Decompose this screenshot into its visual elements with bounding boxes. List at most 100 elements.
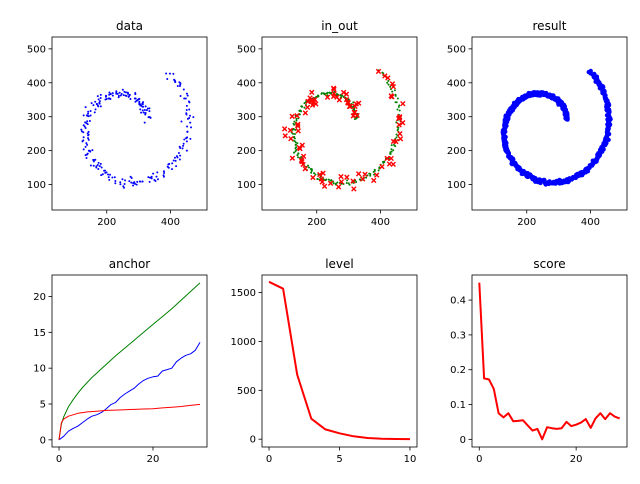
y-tick-label: 1000 <box>231 337 256 348</box>
scatter-point <box>379 163 385 170</box>
axes-frame <box>51 274 208 448</box>
scatter-point <box>107 176 110 179</box>
scatter-point <box>86 143 89 146</box>
scatter-point <box>327 180 334 187</box>
scatter-point <box>369 174 372 177</box>
scatter-point <box>177 151 180 154</box>
scatter-point <box>82 131 85 134</box>
scatter-point <box>100 166 103 169</box>
scatter-point <box>155 175 158 178</box>
scatter-point <box>188 108 191 111</box>
scatter-point <box>319 179 325 185</box>
scatter-point <box>89 114 92 117</box>
scatter-point <box>344 174 350 180</box>
scatter-point <box>352 101 355 104</box>
axes-frame <box>261 36 418 211</box>
x-tick-label: 400 <box>161 217 180 228</box>
scatter-point <box>351 186 357 192</box>
scatter-point <box>87 138 90 141</box>
chart-title: in_out <box>321 19 358 33</box>
scatter-point <box>390 148 393 151</box>
scatter-point <box>96 104 99 107</box>
scatter-point <box>341 94 344 97</box>
scatter-point <box>124 91 127 94</box>
y-tick-label: 500 <box>237 386 256 397</box>
scatter-point <box>189 114 192 117</box>
scatter-point <box>310 169 313 172</box>
scatter-point <box>189 121 192 124</box>
scatter-point <box>82 136 85 139</box>
scatter-point <box>289 155 296 161</box>
scatter-point <box>387 83 390 86</box>
y-tick-label: 500 <box>447 44 466 55</box>
y-tick-label: 200 <box>447 146 466 157</box>
scatter-point <box>148 180 151 183</box>
scatter-point <box>303 102 306 105</box>
scatter-point <box>162 170 165 173</box>
scatter-point <box>99 93 102 96</box>
scatter-point <box>295 143 298 146</box>
scatter-point <box>393 138 399 145</box>
scatter-point <box>162 174 165 177</box>
scatter-point <box>183 97 186 100</box>
scatter-point <box>124 179 127 182</box>
scatter-point <box>172 72 175 75</box>
scatter-point <box>108 178 111 181</box>
scatter-point <box>185 92 188 95</box>
scatter-point <box>136 180 139 183</box>
scatter-point <box>115 90 118 93</box>
scatter-point <box>83 125 86 128</box>
scatter-point <box>186 117 189 120</box>
scatter-point <box>327 178 330 181</box>
scatter-point <box>174 159 177 162</box>
scatter-point <box>309 102 316 108</box>
x-tick-label: 5 <box>336 454 342 465</box>
scatter-point <box>148 110 151 113</box>
scatter-point <box>362 171 368 178</box>
scatter-point <box>129 175 132 178</box>
scatter-point <box>122 186 125 189</box>
plot-area <box>268 280 411 441</box>
scatter-point <box>82 114 85 117</box>
scatter-point <box>355 180 358 183</box>
scatter-point <box>185 104 188 107</box>
scatter-point <box>119 181 122 184</box>
scatter-point <box>100 174 103 177</box>
scatter-point <box>98 100 101 103</box>
scatter-point <box>87 130 90 133</box>
y-tick-label: 1500 <box>231 288 256 299</box>
series-line-0 <box>58 282 201 440</box>
scatter-point <box>293 123 296 126</box>
scatter-point <box>116 92 119 95</box>
scatter-point <box>397 106 400 109</box>
scatter-point <box>302 110 309 116</box>
scatter-point <box>293 151 296 154</box>
scatter-point <box>300 105 303 108</box>
y-tick-label: 300 <box>27 112 46 123</box>
scatter-point <box>130 181 133 184</box>
scatter-point <box>183 138 186 141</box>
scatter-point <box>121 88 124 91</box>
scatter-point <box>141 180 144 183</box>
scatter-point <box>397 136 404 142</box>
scatter-point <box>390 144 393 147</box>
scatter-point <box>114 179 117 182</box>
scatter-point <box>388 155 394 162</box>
scatter-point <box>345 181 348 184</box>
scatter-point <box>118 91 121 94</box>
scatter-point <box>398 104 401 107</box>
scatter-point <box>322 92 325 95</box>
y-tick-label: 400 <box>447 78 466 89</box>
scatter-point <box>356 100 362 106</box>
scatter-point <box>309 97 315 104</box>
scatter-point <box>321 183 328 189</box>
plot-area <box>478 282 621 441</box>
scatter-point <box>111 176 114 179</box>
x-tick-label: 200 <box>517 217 536 228</box>
scatter-point <box>89 164 92 167</box>
scatter-point <box>122 94 125 97</box>
scatter-point <box>166 78 169 81</box>
scatter-point <box>138 180 141 183</box>
x-tick-label: 200 <box>97 217 116 228</box>
scatter-point <box>176 85 179 88</box>
